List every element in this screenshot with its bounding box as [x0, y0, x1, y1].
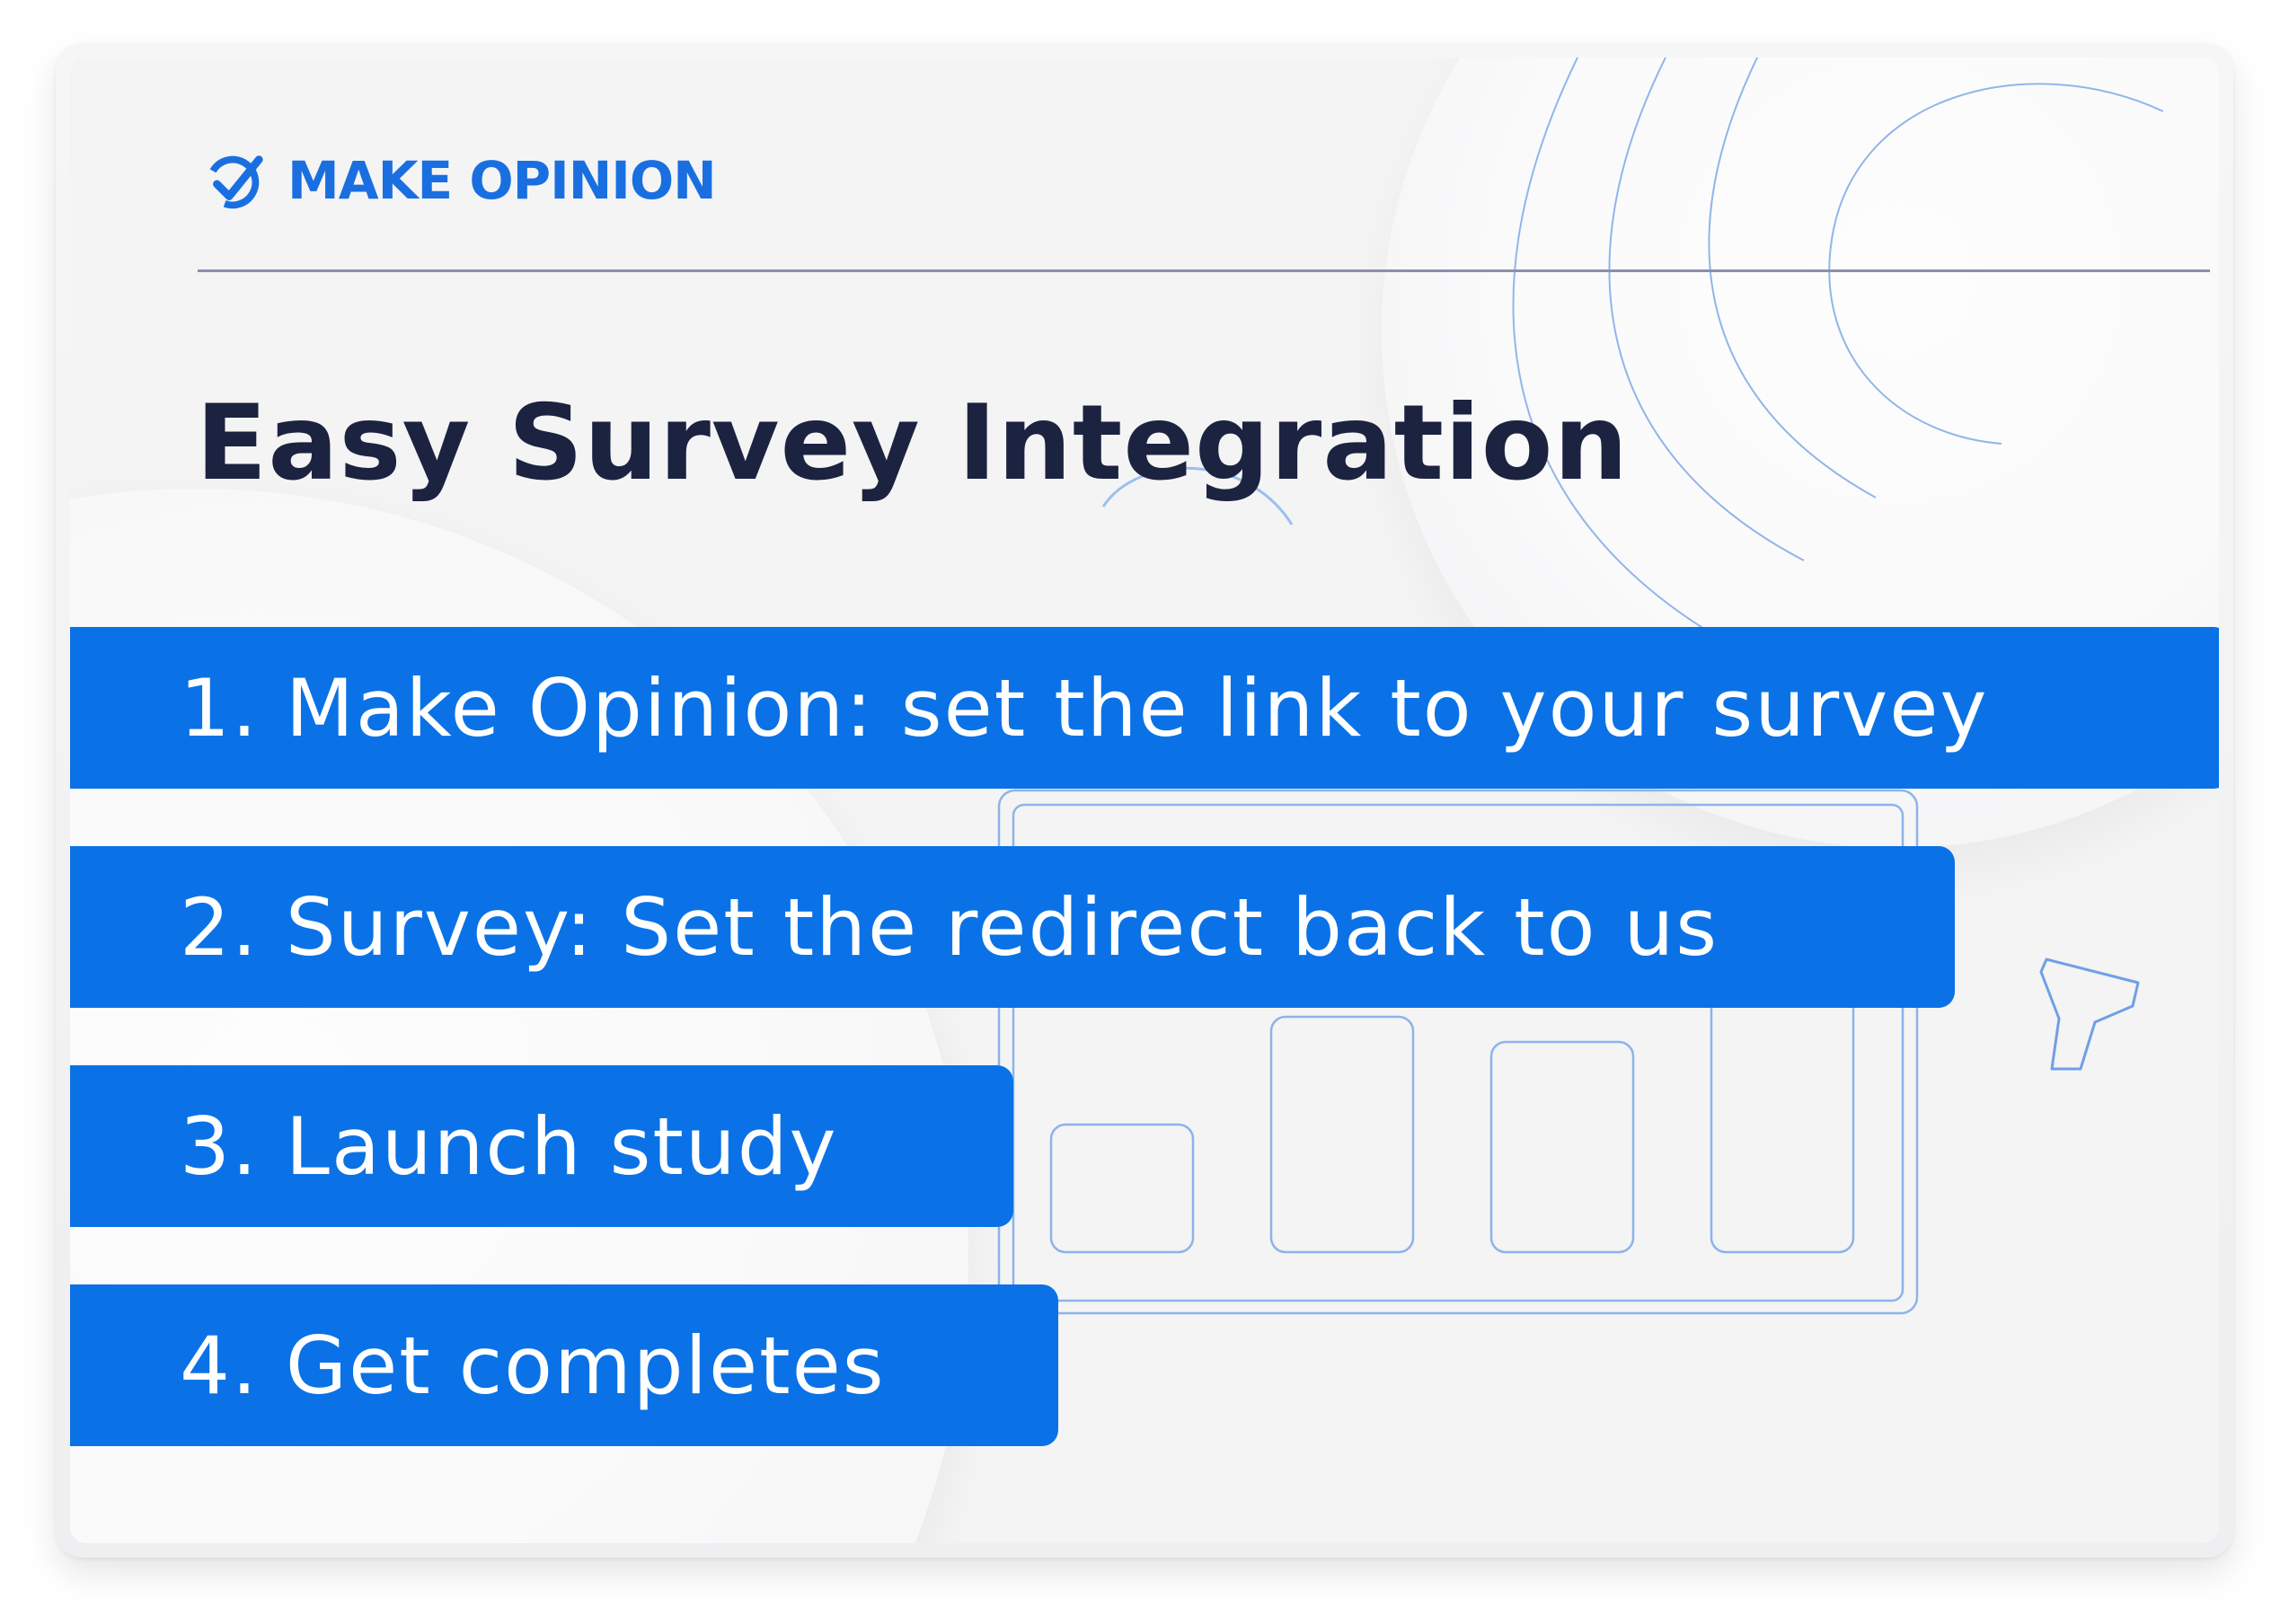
step-3-label: 3. Launch study	[180, 1099, 838, 1193]
step-3-banner: 3. Launch study	[70, 1065, 1013, 1227]
brand-name: MAKE OPINION	[287, 150, 717, 211]
concentric-arc-3	[1708, 57, 1877, 499]
slide-card: MAKE OPINION Easy Survey Integration 1. …	[56, 43, 2233, 1558]
brand-header: MAKE OPINION	[198, 140, 717, 221]
cursor-pointer-icon	[2039, 958, 2140, 1071]
concentric-arc-4	[1828, 83, 2164, 445]
bar-outline-3	[1489, 1040, 1635, 1254]
concentric-arc-1	[1512, 57, 1742, 651]
slide-surface: MAKE OPINION Easy Survey Integration 1. …	[70, 57, 2219, 1543]
step-2-banner: 2. Survey: Set the redirect back to us	[70, 846, 1955, 1008]
step-1-label: 1. Make Opinion: set the link to your su…	[180, 661, 1989, 755]
check-circle-icon	[206, 155, 263, 209]
step-4-banner: 4. Get completes	[70, 1284, 1058, 1446]
step-1-banner: 1. Make Opinion: set the link to your su…	[70, 627, 2219, 789]
page-title: Easy Survey Integration	[196, 383, 1630, 504]
bar-outline-2	[1269, 1015, 1415, 1254]
bar-outline-1	[1049, 1123, 1195, 1254]
concentric-arc-2	[1608, 57, 1805, 561]
header-divider	[198, 269, 2210, 272]
step-2-label: 2. Survey: Set the redirect back to us	[180, 880, 1719, 974]
step-4-label: 4. Get completes	[180, 1319, 886, 1412]
